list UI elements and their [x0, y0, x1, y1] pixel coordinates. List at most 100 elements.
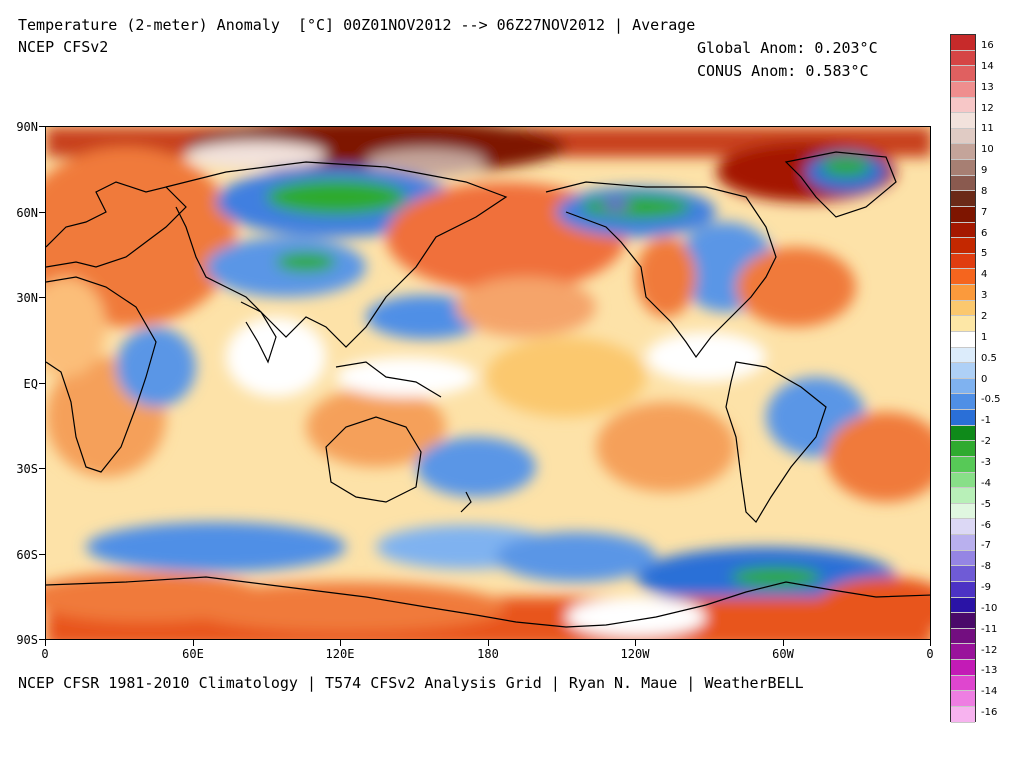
color-scale-cell: [951, 706, 975, 723]
lon-tick: [488, 640, 489, 646]
color-scale-label: 0.5: [981, 352, 997, 364]
color-scale-label: -10: [981, 602, 998, 614]
lat-tick: [39, 468, 45, 469]
color-scale-label: -7: [981, 540, 991, 552]
lon-tick: [783, 640, 784, 646]
color-scale-label: -4: [981, 477, 991, 489]
lon-label-120w: 120W: [620, 647, 650, 661]
color-scale-cell: [951, 566, 975, 582]
lat-label-90s: 90S: [16, 633, 38, 647]
color-scale-cell: [951, 160, 975, 176]
credits-footer: NCEP CFSR 1981-2010 Climatology | T574 C…: [18, 674, 804, 692]
color-scale-label: 8: [981, 185, 988, 197]
color-scale-label: 2: [981, 311, 988, 323]
lon-label-60w: 60W: [772, 647, 794, 661]
global-anomaly-value: Global Anom: 0.203°C: [697, 39, 878, 57]
lat-label-30n: 30N: [16, 291, 38, 305]
color-scale-label: -6: [981, 519, 991, 531]
anomaly-map-graphic: [46, 127, 930, 639]
lat-label-eq: EQ: [23, 377, 38, 391]
color-scale-label: 10: [981, 144, 994, 156]
lat-tick: [39, 554, 45, 555]
color-scale-cell: [951, 691, 975, 707]
color-scale-cell: [951, 644, 975, 660]
coastlines: [46, 151, 930, 628]
lon-tick: [930, 640, 931, 646]
color-scale-cell: [951, 472, 975, 489]
color-scale-label: 1: [981, 331, 988, 343]
color-scale-label: -9: [981, 582, 991, 594]
color-scale-cell: [951, 581, 975, 598]
color-scale-cell: [951, 66, 975, 82]
lon-label-60e: 60E: [182, 647, 204, 661]
color-scale-cell: [951, 175, 975, 192]
color-scale-label: 12: [981, 102, 994, 114]
color-scale-cell: [951, 410, 975, 426]
color-scale-label: 16: [981, 40, 994, 51]
lat-tick: [39, 212, 45, 213]
color-scale-label: 3: [981, 290, 988, 302]
color-scale-cell: [951, 363, 975, 379]
lat-label-90n: 90N: [16, 120, 38, 134]
color-scale-cell: [951, 300, 975, 317]
color-scale-cell: [951, 488, 975, 504]
lat-label-60s: 60S: [16, 548, 38, 562]
color-scale-cell: [951, 81, 975, 98]
color-scale-cell: [951, 628, 975, 645]
lat-tick: [39, 639, 45, 640]
color-scale-cell: [951, 441, 975, 457]
anomaly-map: [45, 126, 931, 640]
color-scale-cell: [951, 206, 975, 223]
color-scale-label: 7: [981, 206, 988, 218]
color-scale-cell: [951, 550, 975, 567]
color-scale-cell: [951, 191, 975, 207]
lat-label-60n: 60N: [16, 206, 38, 220]
color-scale-label: 4: [981, 269, 988, 281]
color-scale-cell: [951, 535, 975, 551]
color-scale-label: 0: [981, 373, 988, 385]
lat-tick: [39, 297, 45, 298]
color-scale-bar: [950, 34, 976, 723]
color-scale-cell: [951, 519, 975, 535]
lat-tick: [39, 383, 45, 384]
color-scale-label: -2: [981, 436, 991, 448]
color-scale-cell: [951, 238, 975, 254]
color-scale-cell: [951, 597, 975, 614]
color-scale-cell: [951, 331, 975, 348]
lon-label-180: 180: [477, 647, 499, 661]
conus-anomaly-value: CONUS Anom: 0.583°C: [697, 62, 869, 80]
lon-label-0-east: 0: [926, 647, 934, 661]
color-scale-cell: [951, 50, 975, 67]
lon-tick: [45, 640, 46, 646]
color-scale-cell: [951, 660, 975, 676]
color-scale-label: -1: [981, 415, 991, 427]
color-scale-cell: [951, 378, 975, 395]
color-scale-cell: [951, 503, 975, 520]
lon-label-120e: 120E: [325, 647, 355, 661]
color-scale-label: -14: [981, 686, 998, 698]
model-name: NCEP CFSv2: [18, 38, 109, 56]
lon-tick: [635, 640, 636, 646]
color-scale-label: -5: [981, 498, 991, 510]
color-scale-cell: [951, 425, 975, 442]
color-scale-cell: [951, 144, 975, 160]
lat-label-30s: 30S: [16, 462, 38, 476]
color-scale-label: 14: [981, 60, 994, 72]
color-scale-label: 9: [981, 165, 988, 177]
color-scale-cell: [951, 222, 975, 239]
color-scale-cell: [951, 285, 975, 301]
color-scale-label: 13: [981, 81, 994, 93]
color-scale-label: 6: [981, 227, 988, 239]
lat-tick: [39, 126, 45, 127]
lon-tick: [340, 640, 341, 646]
color-scale-cell: [951, 394, 975, 410]
color-scale-cell: [951, 128, 975, 145]
color-scale-cell: [951, 253, 975, 270]
color-scale-cell: [951, 675, 975, 692]
lon-tick: [193, 640, 194, 646]
color-scale-cell: [951, 316, 975, 332]
color-scale-cell: [951, 347, 975, 364]
color-scale-label: -11: [981, 623, 998, 635]
color-scale-label: -0.5: [981, 394, 1001, 406]
color-scale-label: 11: [981, 123, 994, 135]
